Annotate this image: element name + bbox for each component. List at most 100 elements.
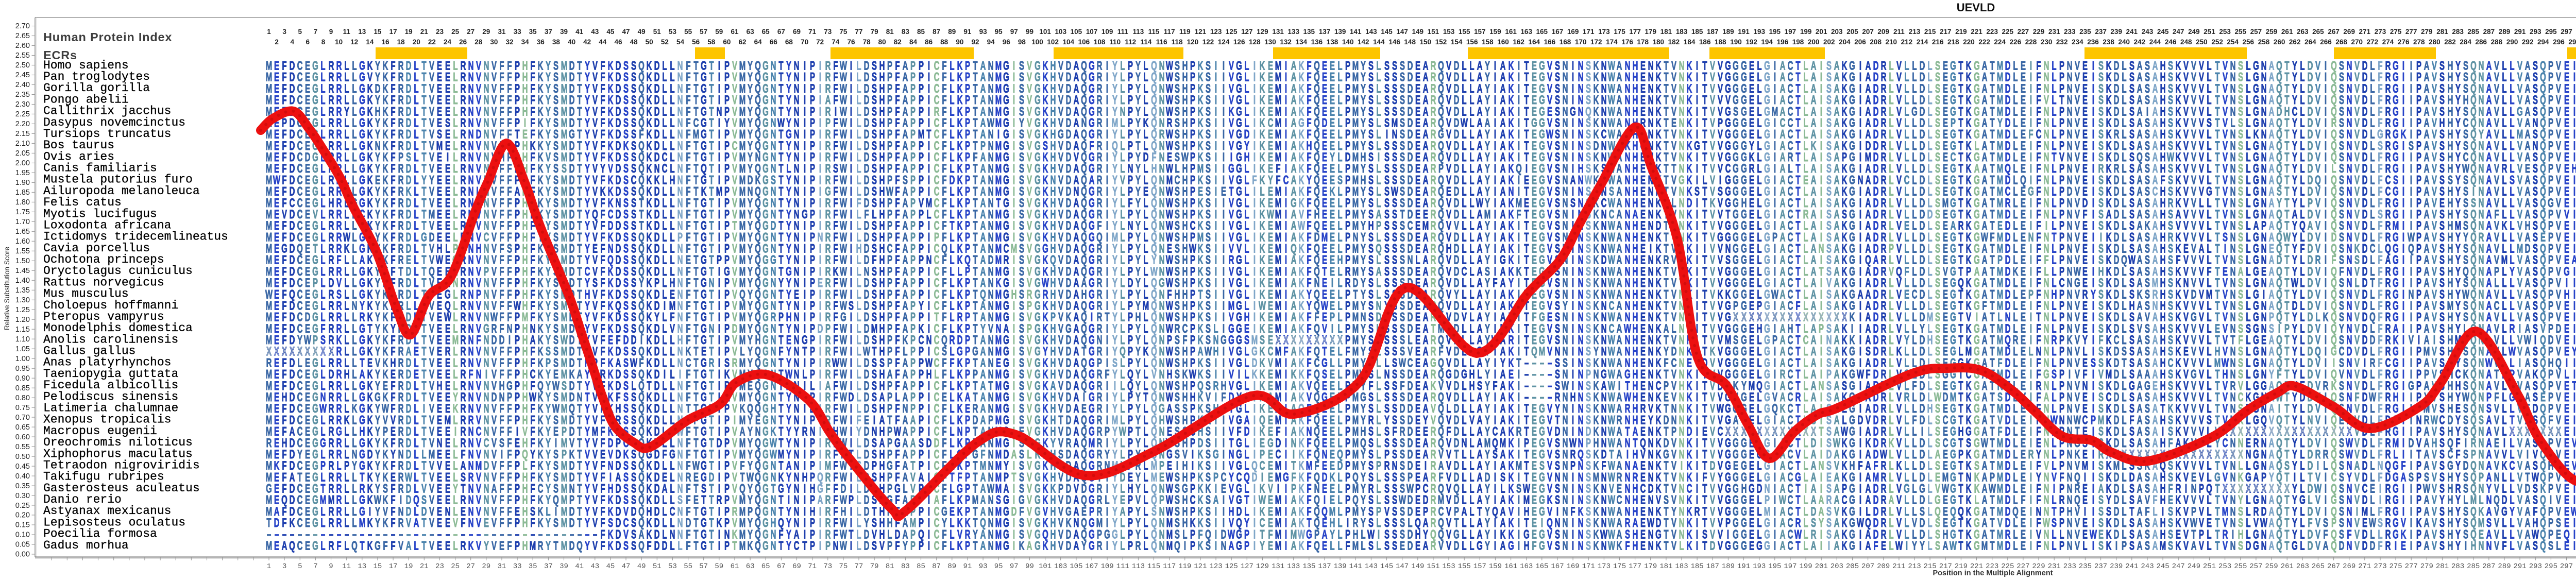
svg-text:265: 265 (2312, 562, 2325, 571)
svg-text:207: 207 (1861, 562, 1874, 571)
svg-text:79: 79 (870, 562, 879, 571)
svg-text:0.20: 0.20 (15, 511, 30, 520)
svg-text:2.20: 2.20 (15, 120, 30, 128)
svg-text:264: 264 (2304, 38, 2316, 46)
svg-text:295: 295 (2545, 28, 2557, 36)
svg-text:266: 266 (2320, 38, 2332, 46)
svg-text:102: 102 (1047, 38, 1059, 46)
svg-text:61: 61 (731, 562, 739, 571)
svg-text:195: 195 (1769, 28, 1781, 36)
svg-text:179: 179 (1644, 562, 1657, 571)
svg-text:294: 294 (2537, 38, 2549, 46)
svg-text:58: 58 (707, 38, 716, 46)
svg-text:64: 64 (754, 38, 762, 46)
svg-text:158: 158 (1482, 38, 1494, 46)
svg-text:275: 275 (2390, 28, 2402, 36)
svg-text:133: 133 (1287, 562, 1300, 571)
svg-text:230: 230 (2041, 38, 2053, 46)
svg-text:81: 81 (886, 28, 894, 36)
svg-text:109: 109 (1100, 562, 1113, 571)
svg-text:120: 120 (1187, 38, 1199, 46)
svg-text:179: 179 (1645, 28, 1656, 36)
svg-text:79: 79 (871, 28, 878, 36)
svg-text:148: 148 (1404, 38, 1416, 46)
svg-text:UEVLD: UEVLD (1957, 1, 1995, 14)
svg-text:Tetraodon nigroviridis: Tetraodon nigroviridis (43, 459, 200, 472)
svg-text:31: 31 (498, 28, 506, 36)
svg-text:271: 271 (2358, 562, 2371, 571)
svg-text:125: 125 (1226, 28, 1238, 36)
svg-text:253: 253 (2219, 28, 2231, 36)
svg-text:71: 71 (808, 28, 817, 36)
svg-text:149: 149 (1412, 28, 1424, 36)
svg-text:255: 255 (2235, 28, 2247, 36)
svg-text:221: 221 (1970, 562, 1983, 571)
svg-text:123: 123 (1210, 28, 1222, 36)
svg-text:17: 17 (389, 28, 397, 36)
svg-text:221: 221 (1971, 28, 1982, 36)
svg-text:Ficedula albicollis: Ficedula albicollis (43, 379, 178, 392)
svg-text:202: 202 (1823, 38, 1835, 46)
svg-text:258: 258 (2258, 38, 2270, 46)
svg-text:87: 87 (933, 28, 940, 36)
svg-text:114: 114 (1141, 38, 1152, 46)
svg-text:37: 37 (545, 28, 552, 36)
svg-text:0.35: 0.35 (15, 482, 30, 490)
svg-text:256: 256 (2243, 38, 2255, 46)
svg-text:270: 270 (2351, 38, 2363, 46)
svg-text:Myotis lucifugus: Myotis lucifugus (43, 207, 157, 220)
svg-text:13: 13 (358, 562, 366, 571)
svg-text:111: 111 (1116, 562, 1129, 571)
svg-text:65: 65 (761, 562, 770, 571)
svg-text:250: 250 (2196, 38, 2208, 46)
svg-text:295: 295 (2545, 562, 2557, 571)
svg-text:53: 53 (669, 28, 677, 36)
svg-text:Monodelphis domestica: Monodelphis domestica (43, 321, 193, 335)
svg-text:276: 276 (2398, 38, 2410, 46)
svg-text:279: 279 (2420, 562, 2433, 571)
svg-text:194: 194 (1761, 38, 1773, 46)
svg-text:56: 56 (692, 38, 700, 46)
svg-text:Anas platyrhynchos: Anas platyrhynchos (43, 356, 171, 369)
svg-text:143: 143 (1365, 28, 1377, 36)
svg-text:2.30: 2.30 (15, 100, 30, 109)
svg-text:Pan troglodytes: Pan troglodytes (43, 70, 150, 83)
svg-text:117: 117 (1163, 562, 1176, 571)
svg-text:19: 19 (405, 28, 413, 36)
svg-text:2.35: 2.35 (15, 91, 30, 99)
svg-text:214: 214 (1917, 38, 1928, 46)
svg-text:91: 91 (963, 28, 972, 36)
svg-text:Cavia porcellus: Cavia porcellus (43, 242, 150, 255)
svg-text:89: 89 (947, 562, 956, 571)
svg-text:209: 209 (1877, 562, 1890, 571)
svg-text:141: 141 (1350, 28, 1362, 36)
svg-text:145: 145 (1380, 562, 1393, 571)
svg-text:289: 289 (2499, 28, 2511, 36)
svg-text:60: 60 (723, 38, 731, 46)
svg-text:Relative Substitution Score: Relative Substitution Score (3, 247, 11, 330)
svg-text:293: 293 (2529, 562, 2542, 571)
svg-text:246: 246 (2165, 38, 2177, 46)
svg-text:25: 25 (451, 562, 460, 571)
svg-text:105: 105 (1071, 28, 1082, 36)
svg-text:237: 237 (2094, 562, 2107, 571)
svg-text:40: 40 (568, 38, 575, 46)
svg-text:3: 3 (282, 28, 286, 36)
svg-text:Human Protein Index: Human Protein Index (43, 30, 172, 44)
svg-text:1: 1 (267, 28, 271, 36)
svg-text:72: 72 (816, 38, 824, 46)
svg-text:278: 278 (2413, 38, 2425, 46)
svg-text:111: 111 (1117, 28, 1129, 36)
svg-text:127: 127 (1241, 28, 1253, 36)
svg-text:Pongo abelii: Pongo abelii (43, 93, 129, 106)
svg-text:95: 95 (995, 28, 1003, 36)
svg-text:19: 19 (404, 562, 413, 571)
svg-text:121: 121 (1195, 28, 1207, 36)
svg-text:177: 177 (1629, 28, 1641, 36)
svg-text:Pteropus vampyrus: Pteropus vampyrus (43, 310, 164, 323)
svg-text:146: 146 (1388, 38, 1400, 46)
svg-text:115: 115 (1147, 562, 1160, 571)
svg-text:42: 42 (583, 38, 591, 46)
svg-text:168: 168 (1560, 38, 1571, 46)
svg-text:13: 13 (358, 28, 366, 36)
